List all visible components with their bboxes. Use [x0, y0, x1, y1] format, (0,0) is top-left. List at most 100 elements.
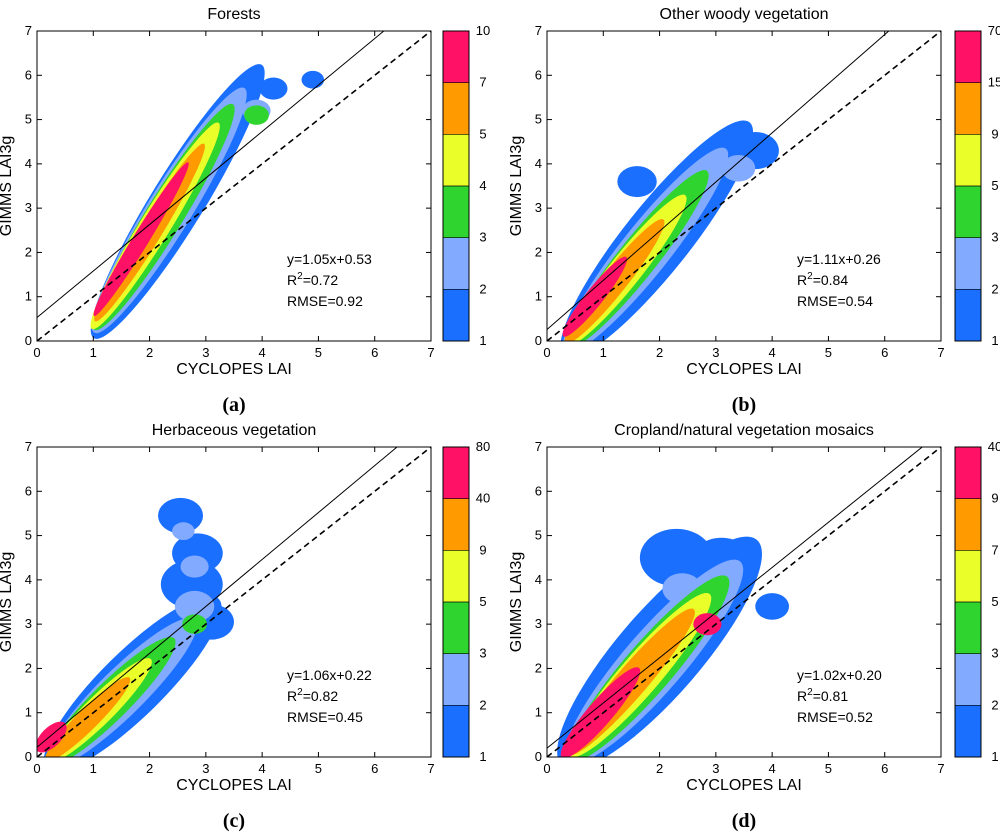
x-tick-label: 1	[90, 345, 97, 360]
colorbar-tick-label: 2	[479, 281, 486, 296]
colorbar-tick-label: 40	[476, 491, 490, 506]
density-blob	[174, 590, 215, 622]
plot-frame	[546, 446, 942, 758]
y-tick-label: 7	[535, 23, 542, 38]
x-tick-label: 4	[259, 761, 266, 776]
one-to-one-line	[547, 447, 941, 757]
y-tick-label: 5	[25, 112, 32, 127]
density-blob	[617, 166, 657, 198]
colorbar-segment	[443, 82, 469, 135]
x-axis-label: CYCLOPES LAI	[176, 777, 292, 794]
x-tick-label: 6	[881, 345, 888, 360]
colorbar-segment	[443, 289, 469, 341]
x-tick-label: 7	[427, 345, 434, 360]
colorbar-tick-label: 3	[991, 230, 998, 245]
r-squared-symbol: R	[797, 688, 807, 704]
r-squared: R2=0.72	[287, 271, 338, 288]
x-tick-label: 0	[33, 761, 40, 776]
r-squared-value: =0.84	[813, 272, 849, 288]
colorbar-tick-label: 9	[991, 126, 998, 141]
colorbar-tick-label: 2	[991, 697, 998, 712]
panel-c: 0 1 2 3 4 5 6 7 0 1 2 3 4 5 6 7 Herbaceous vegetation CYC…	[0, 422, 490, 832]
x-tick-label: 2	[656, 345, 663, 360]
colorbar-segment	[955, 602, 981, 654]
colorbar-tick-label: 7	[991, 542, 998, 557]
y-tick-label: 5	[535, 528, 542, 543]
x-tick-label: 6	[371, 761, 378, 776]
density-blob	[721, 155, 756, 182]
y-tick-label: 6	[535, 67, 542, 82]
r-squared-exponent: 2	[297, 687, 303, 698]
colorbar-tick-label: 5	[991, 594, 998, 609]
x-tick-label: 7	[937, 761, 944, 776]
r-squared-value: =0.82	[303, 688, 339, 704]
r-squared-value: =0.81	[813, 688, 849, 704]
x-tick-label: 2	[146, 345, 153, 360]
y-tick-label: 0	[25, 749, 32, 764]
y-tick-label: 3	[25, 200, 32, 215]
y-tick-label: 0	[535, 749, 542, 764]
colorbar-tick-label: 5	[479, 126, 486, 141]
x-tick-label: 5	[825, 761, 832, 776]
density-blob	[182, 614, 207, 634]
x-tick-label: 6	[371, 345, 378, 360]
y-axis-label: GIMMS LAI3g	[0, 552, 15, 652]
rmse: RMSE=0.45	[287, 709, 363, 725]
colorbar-segment	[443, 653, 469, 706]
y-tick-label: 4	[535, 572, 542, 587]
density-region	[560, 667, 641, 757]
x-tick-label: 0	[543, 761, 550, 776]
colorbar-tick-label: 80	[476, 439, 490, 454]
fit-equation: y=1.11x+0.26	[797, 251, 881, 267]
x-tick-label: 1	[90, 761, 97, 776]
r-squared-symbol: R	[797, 272, 807, 288]
colorbar-tick-label: 1	[991, 749, 998, 764]
regression-line	[37, 447, 398, 748]
chart-title: Forests	[207, 6, 260, 23]
colorbar-segment	[955, 134, 981, 186]
y-tick-label: 3	[535, 200, 542, 215]
regression-line	[547, 31, 890, 330]
y-tick-label: 1	[535, 705, 542, 720]
r-squared-value: =0.72	[303, 272, 339, 288]
r-squared: R2=0.81	[797, 687, 848, 704]
colorbar-tick-label: 5	[991, 178, 998, 193]
colorbar-segment	[443, 550, 469, 602]
colorbar-segment	[955, 186, 981, 238]
density-blob	[172, 522, 195, 541]
y-tick-label: 4	[25, 156, 32, 171]
panel-d: 0 1 2 3 4 5 6 7 0 1 2 3 4 5 6 7 Cropland/natural vegetat…	[508, 422, 1000, 832]
y-tick-label: 1	[25, 289, 32, 304]
y-tick-label: 4	[25, 572, 32, 587]
density-blob	[755, 593, 790, 620]
plot-frame	[546, 30, 942, 342]
y-tick-label: 5	[25, 528, 32, 543]
y-tick-label: 7	[25, 439, 32, 454]
x-tick-label: 7	[937, 345, 944, 360]
colorbar-tick-label: 1	[479, 749, 486, 764]
y-tick-label: 5	[535, 112, 542, 127]
y-axis-label: GIMMS LAI3g	[0, 136, 15, 236]
x-tick-label: 5	[315, 345, 322, 360]
x-axis-label: CYCLOPES LAI	[176, 361, 292, 378]
density-blob	[244, 105, 269, 125]
density-layers	[557, 528, 790, 757]
colorbar-segment	[955, 653, 981, 706]
x-tick-label: 1	[600, 345, 607, 360]
density-blob	[301, 70, 325, 89]
colorbar-tick-label: 3	[991, 646, 998, 661]
y-tick-label: 6	[25, 67, 32, 82]
density-blob	[180, 555, 209, 578]
panel-letter: (c)	[223, 810, 245, 832]
x-tick-label: 3	[202, 345, 209, 360]
fit-equation: y=1.02x+0.20	[797, 667, 882, 683]
fit-equation: y=1.06x+0.22	[287, 667, 372, 683]
colorbar-tick-label: 9	[479, 542, 486, 557]
x-tick-label: 7	[427, 761, 434, 776]
y-tick-label: 6	[535, 483, 542, 498]
panel-letter: (a)	[222, 394, 245, 416]
y-tick-label: 0	[535, 333, 542, 348]
colorbar-tick-label: 9	[991, 491, 998, 506]
